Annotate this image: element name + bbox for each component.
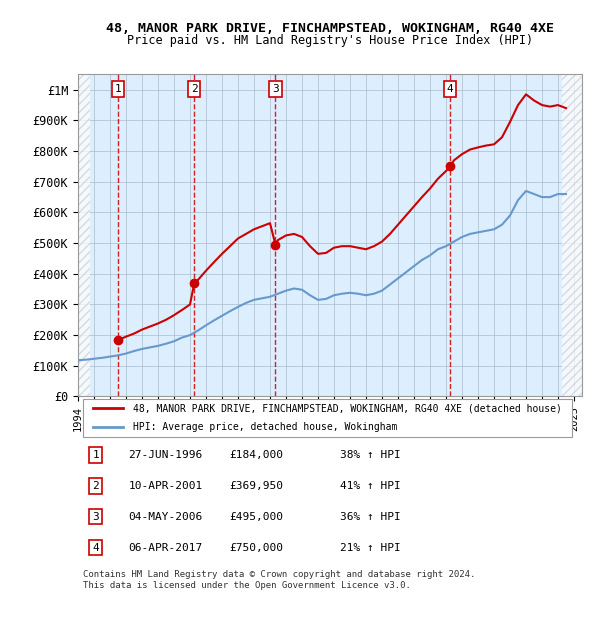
Bar [78, 74, 90, 396]
Text: 06-APR-2017: 06-APR-2017 [128, 542, 203, 552]
Text: 21% ↑ HPI: 21% ↑ HPI [340, 542, 401, 552]
Text: 2: 2 [191, 84, 197, 94]
Text: 4: 4 [92, 542, 99, 552]
Text: 10-APR-2001: 10-APR-2001 [128, 480, 203, 491]
Text: 38% ↑ HPI: 38% ↑ HPI [340, 450, 401, 460]
Text: Price paid vs. HM Land Registry's House Price Index (HPI): Price paid vs. HM Land Registry's House … [127, 34, 533, 47]
Text: 36% ↑ HPI: 36% ↑ HPI [340, 512, 401, 521]
Text: 27-JUN-1996: 27-JUN-1996 [128, 450, 203, 460]
Text: 3: 3 [272, 84, 279, 94]
Text: 48, MANOR PARK DRIVE, FINCHAMPSTEAD, WOKINGHAM, RG40 4XE: 48, MANOR PARK DRIVE, FINCHAMPSTEAD, WOK… [106, 22, 554, 35]
Text: Contains HM Land Registry data © Crown copyright and database right 2024.
This d: Contains HM Land Registry data © Crown c… [83, 570, 475, 590]
Text: 04-MAY-2006: 04-MAY-2006 [128, 512, 203, 521]
Text: 41% ↑ HPI: 41% ↑ HPI [340, 480, 401, 491]
Text: 48, MANOR PARK DRIVE, FINCHAMPSTEAD, WOKINGHAM, RG40 4XE (detached house): 48, MANOR PARK DRIVE, FINCHAMPSTEAD, WOK… [133, 404, 562, 414]
Bar [562, 74, 582, 396]
Text: 2: 2 [92, 480, 99, 491]
Text: 3: 3 [92, 512, 99, 521]
Text: HPI: Average price, detached house, Wokingham: HPI: Average price, detached house, Woki… [133, 422, 398, 432]
Text: £369,950: £369,950 [229, 480, 283, 491]
Text: £495,000: £495,000 [229, 512, 283, 521]
Text: 1: 1 [115, 84, 121, 94]
FancyBboxPatch shape [83, 399, 572, 437]
Text: 4: 4 [447, 84, 454, 94]
Text: £750,000: £750,000 [229, 542, 283, 552]
Text: 1: 1 [92, 450, 99, 460]
Text: £184,000: £184,000 [229, 450, 283, 460]
